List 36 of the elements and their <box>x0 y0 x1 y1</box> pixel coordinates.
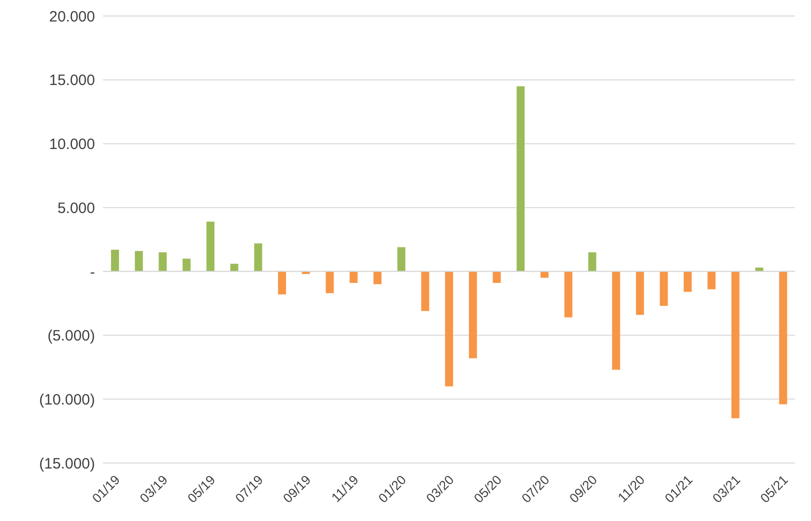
bar <box>158 252 167 272</box>
y-tick-label: (15.000) <box>39 455 95 472</box>
bar <box>708 271 716 290</box>
y-tick-label: - <box>90 264 95 281</box>
y-tick-label: 10.000 <box>49 136 95 154</box>
bar <box>588 252 596 272</box>
bar <box>492 271 501 283</box>
bar <box>564 271 572 318</box>
bar <box>182 258 191 272</box>
bar <box>206 222 214 272</box>
y-tick-label: 5.000 <box>57 200 95 217</box>
bar <box>660 271 668 306</box>
y-tick-label: 20.000 <box>49 8 95 26</box>
bar <box>636 271 644 315</box>
bar <box>540 271 549 278</box>
bar <box>230 264 238 272</box>
y-tick-label: (10.000) <box>39 391 95 408</box>
bar <box>254 243 262 272</box>
y-tick-label: (5.000) <box>47 328 95 345</box>
bar <box>373 271 382 284</box>
bar <box>468 271 477 358</box>
bar <box>350 271 358 283</box>
bar <box>445 271 454 386</box>
bar <box>326 271 334 294</box>
bar <box>612 271 620 370</box>
bar <box>278 271 286 294</box>
bar <box>731 271 740 418</box>
bar <box>111 250 119 272</box>
bar <box>684 271 692 292</box>
bar <box>755 268 764 272</box>
bar <box>397 247 406 272</box>
y-tick-label: 15.000 <box>49 72 95 90</box>
bar <box>779 271 788 404</box>
bar <box>516 86 525 272</box>
bar <box>421 271 430 312</box>
bar <box>134 250 143 272</box>
